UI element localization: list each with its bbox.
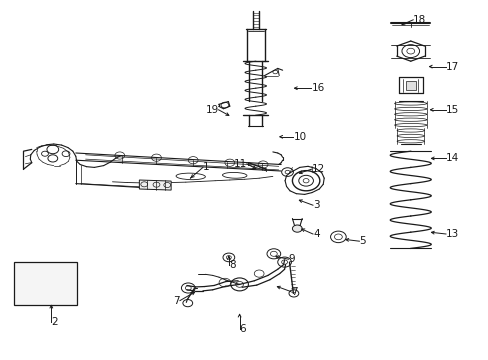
Bar [14, 262, 77, 305]
Text: 10: 10 [293, 132, 306, 142]
Text: 17: 17 [445, 62, 458, 72]
Bar [405, 81, 415, 90]
Text: 15: 15 [445, 105, 458, 115]
Text: 12: 12 [311, 164, 324, 174]
Text: 16: 16 [311, 83, 324, 93]
Text: 7: 7 [290, 287, 297, 297]
Text: 19: 19 [205, 105, 218, 115]
Text: 1: 1 [203, 162, 209, 172]
Text: 7: 7 [173, 296, 180, 306]
Text: 5: 5 [359, 236, 366, 246]
Text: 9: 9 [288, 254, 295, 264]
Text: 4: 4 [312, 229, 319, 239]
Text: 11: 11 [233, 159, 246, 169]
Text: 2: 2 [51, 317, 58, 327]
Circle shape [292, 225, 302, 232]
Text: 13: 13 [445, 229, 458, 239]
Text: 6: 6 [239, 324, 246, 334]
Polygon shape [139, 180, 171, 190]
Text: 14: 14 [445, 153, 458, 163]
Text: 8: 8 [228, 260, 235, 270]
Text: 18: 18 [412, 15, 426, 25]
Text: 3: 3 [312, 200, 319, 210]
